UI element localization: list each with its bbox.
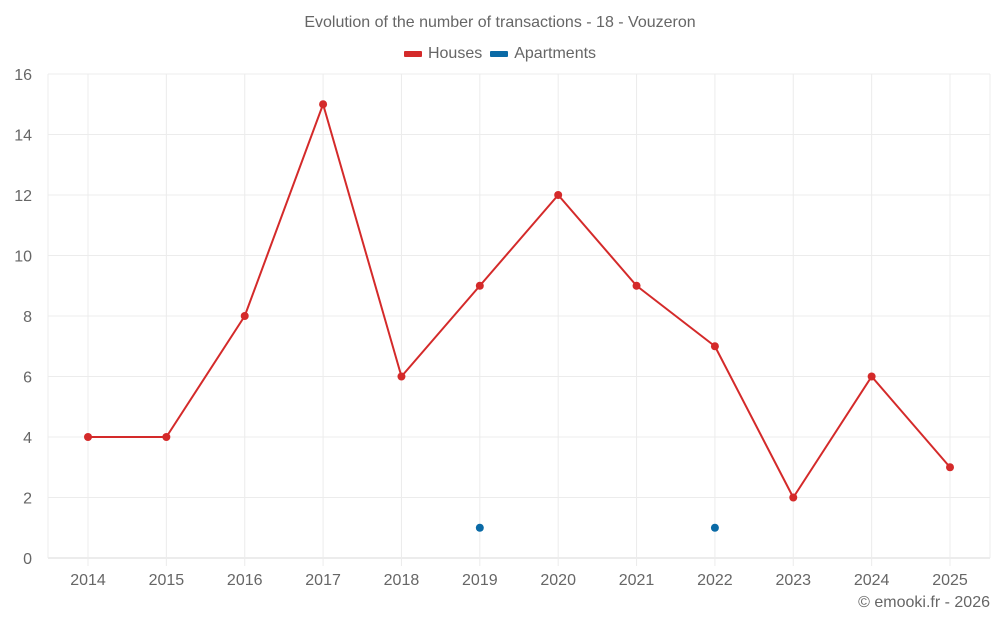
houses-swatch-icon (403, 51, 422, 57)
grid-lines (47, 73, 991, 566)
y-tick-label: 14 (14, 128, 32, 145)
data-point-houses[interactable] (867, 372, 876, 381)
chart-legend: Houses Apartments (0, 45, 1000, 63)
data-point-houses[interactable] (397, 372, 406, 381)
data-point-houses[interactable] (319, 100, 328, 109)
data-point-houses[interactable] (84, 433, 92, 441)
data-point-houses[interactable] (710, 342, 719, 351)
y-axis: 0 2 4 6 8 10 12 14 16 (14, 67, 32, 568)
data-point-houses[interactable] (240, 312, 249, 320)
y-tick-label: 6 (23, 370, 32, 387)
x-tick-label: 2014 (70, 572, 106, 589)
apartments-swatch-icon (490, 51, 509, 57)
x-tick-label: 2021 (619, 572, 655, 589)
x-tick-label: 2018 (384, 572, 420, 589)
legend-item-houses[interactable]: Houses (403, 45, 483, 63)
y-tick-label: 4 (23, 430, 32, 447)
x-tick-label: 2022 (697, 572, 733, 589)
data-point-apartments[interactable] (710, 523, 719, 532)
x-tick-label: 2017 (305, 572, 341, 589)
x-tick-label: 2019 (462, 572, 498, 589)
legend-label-apartments: Apartments (514, 45, 597, 62)
y-tick-label: 2 (23, 491, 32, 508)
legend-item-apartments[interactable]: Apartments (490, 45, 596, 63)
y-tick-label: 8 (23, 309, 32, 326)
data-series (84, 100, 954, 532)
series-line-houses (88, 103, 951, 499)
y-tick-label: 12 (14, 188, 32, 205)
y-tick-label: 10 (14, 249, 32, 266)
data-point-houses[interactable] (554, 191, 563, 199)
data-point-houses[interactable] (162, 433, 171, 441)
copyright-credit: © emooki.fr - 2026 (858, 594, 990, 611)
y-tick-label: 16 (14, 67, 32, 84)
x-tick-label: 2023 (775, 572, 811, 589)
x-tick-label: 2025 (932, 572, 968, 589)
x-tick-label: 2015 (149, 572, 185, 589)
x-tick-label: 2020 (540, 572, 576, 589)
x-tick-label: 2024 (854, 572, 890, 589)
legend-label-houses: Houses (427, 45, 483, 62)
x-axis: 2014 2015 2016 2017 2018 2019 2020 2021 2022 2023… (70, 572, 968, 589)
data-point-houses[interactable] (632, 281, 641, 290)
data-point-houses[interactable] (946, 463, 954, 472)
data-point-apartments[interactable] (475, 523, 484, 532)
data-point-houses[interactable] (789, 493, 798, 502)
y-tick-label: 0 (23, 551, 32, 568)
x-tick-label: 2016 (227, 572, 263, 589)
chart-title: Evolution of the number of transactions … (304, 14, 696, 31)
data-point-houses[interactable] (475, 281, 484, 290)
